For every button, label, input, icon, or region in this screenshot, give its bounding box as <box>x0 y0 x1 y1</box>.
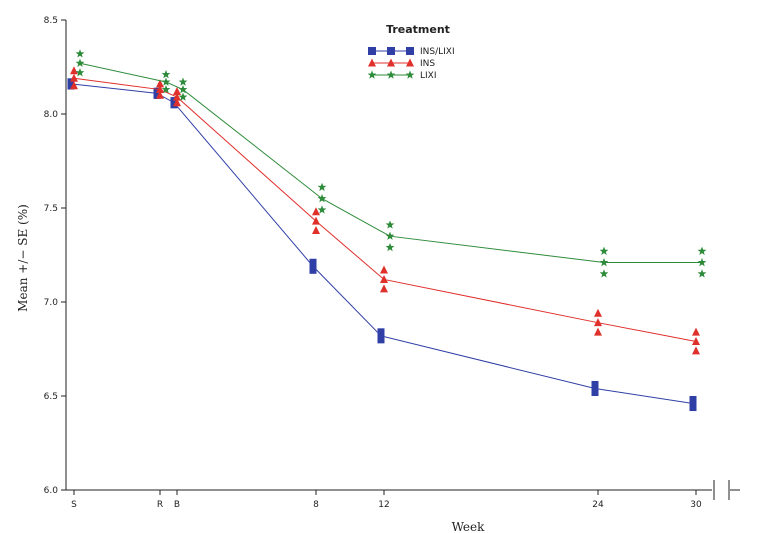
series-line <box>79 62 702 264</box>
data-point <box>161 77 171 86</box>
error-bar-upper <box>178 77 188 86</box>
legend-marker <box>368 58 376 67</box>
error-bar-upper <box>173 86 181 95</box>
error-bar-upper <box>697 246 707 255</box>
legend-marker <box>368 47 376 55</box>
legend-label: LIXI <box>420 71 437 81</box>
y-tick-label: 8.5 <box>44 16 58 26</box>
chart-series-layer <box>67 49 707 412</box>
error-bar-lower <box>75 68 85 77</box>
y-tick-label: 8.0 <box>44 110 59 120</box>
error-bar-lower <box>161 84 171 94</box>
data-point <box>173 92 181 101</box>
error-bar-upper <box>75 49 85 58</box>
legend-title: Treatment <box>386 23 450 36</box>
error-bar-upper <box>385 220 395 229</box>
data-point <box>70 73 78 82</box>
x-tick-label: 8 <box>313 500 319 510</box>
legend-marker <box>386 70 396 79</box>
data-point <box>75 58 85 67</box>
y-tick-label: 6.0 <box>44 486 59 496</box>
error-bar-lower <box>692 346 700 355</box>
error-bar-lower <box>594 327 602 336</box>
chart-axes: 6.0 6.5 7.0 7.5 8.0 8.5 S R B 8 12 24 30 <box>44 16 740 510</box>
data-point <box>153 87 161 99</box>
series-ins <box>70 66 700 355</box>
y-tick-label: 6.5 <box>44 392 58 402</box>
data-point <box>697 257 707 267</box>
data-point <box>689 396 697 412</box>
data-point <box>380 274 388 283</box>
legend-marker <box>406 58 414 67</box>
data-point <box>594 318 602 327</box>
chart-legend: Treatment INS/LIXI INS LIXI <box>367 23 455 81</box>
y-tick-label: 7.5 <box>44 204 58 214</box>
x-tick-label: S <box>71 500 77 510</box>
error-bar-lower <box>385 242 395 252</box>
legend-item: LIXI <box>367 70 437 81</box>
legend-marker <box>367 70 377 79</box>
legend-marker <box>405 70 415 79</box>
error-bar-upper <box>599 246 609 255</box>
data-point <box>377 328 385 344</box>
data-point <box>309 258 317 274</box>
legend-marker <box>387 58 395 67</box>
legend-label: INS <box>420 59 435 69</box>
legend-item: INS/LIXI <box>368 47 455 57</box>
data-point <box>591 380 599 396</box>
data-point <box>385 231 395 240</box>
legend-label: INS/LIXI <box>420 47 455 57</box>
data-point <box>156 85 164 94</box>
data-point <box>692 336 700 345</box>
data-point <box>599 257 609 267</box>
data-point <box>317 194 327 203</box>
x-tick-label: 30 <box>690 500 702 510</box>
error-bar-lower <box>380 284 388 293</box>
error-bar-upper <box>594 308 602 317</box>
series-lixi <box>75 49 707 278</box>
legend-item: INS <box>368 58 435 69</box>
series-ins-lixi <box>67 78 697 412</box>
y-tick-label: 7.0 <box>44 298 59 308</box>
x-tick-label: R <box>157 500 163 510</box>
data-point <box>178 84 188 94</box>
legend-marker <box>406 47 414 55</box>
data-point <box>170 97 178 109</box>
x-tick-label: 12 <box>378 500 389 510</box>
error-bar-lower <box>312 226 320 235</box>
x-axis-title: Week <box>452 520 486 533</box>
error-bar-lower <box>697 269 707 278</box>
legend-marker <box>387 47 395 55</box>
x-tick-label: 24 <box>592 500 604 510</box>
error-bar-lower <box>317 205 327 214</box>
x-tick-label: B <box>174 500 180 510</box>
error-bar-lower <box>156 90 164 99</box>
data-point <box>67 78 75 90</box>
error-bar-upper <box>312 207 320 216</box>
series-line <box>73 77 697 342</box>
data-point <box>312 216 320 225</box>
error-bar-lower <box>178 92 188 101</box>
error-bar-upper <box>692 327 700 336</box>
error-bar-lower <box>173 98 181 107</box>
error-bar-upper <box>156 79 164 88</box>
error-bar-lower <box>70 81 78 90</box>
error-bar-upper <box>161 69 171 79</box>
y-axis-title: Mean +/− SE (%) <box>16 204 30 312</box>
error-bar-lower <box>599 269 609 278</box>
series-line <box>70 83 694 405</box>
error-bar-upper <box>70 66 78 75</box>
error-bar-upper <box>317 182 327 192</box>
error-bar-upper <box>380 265 388 274</box>
